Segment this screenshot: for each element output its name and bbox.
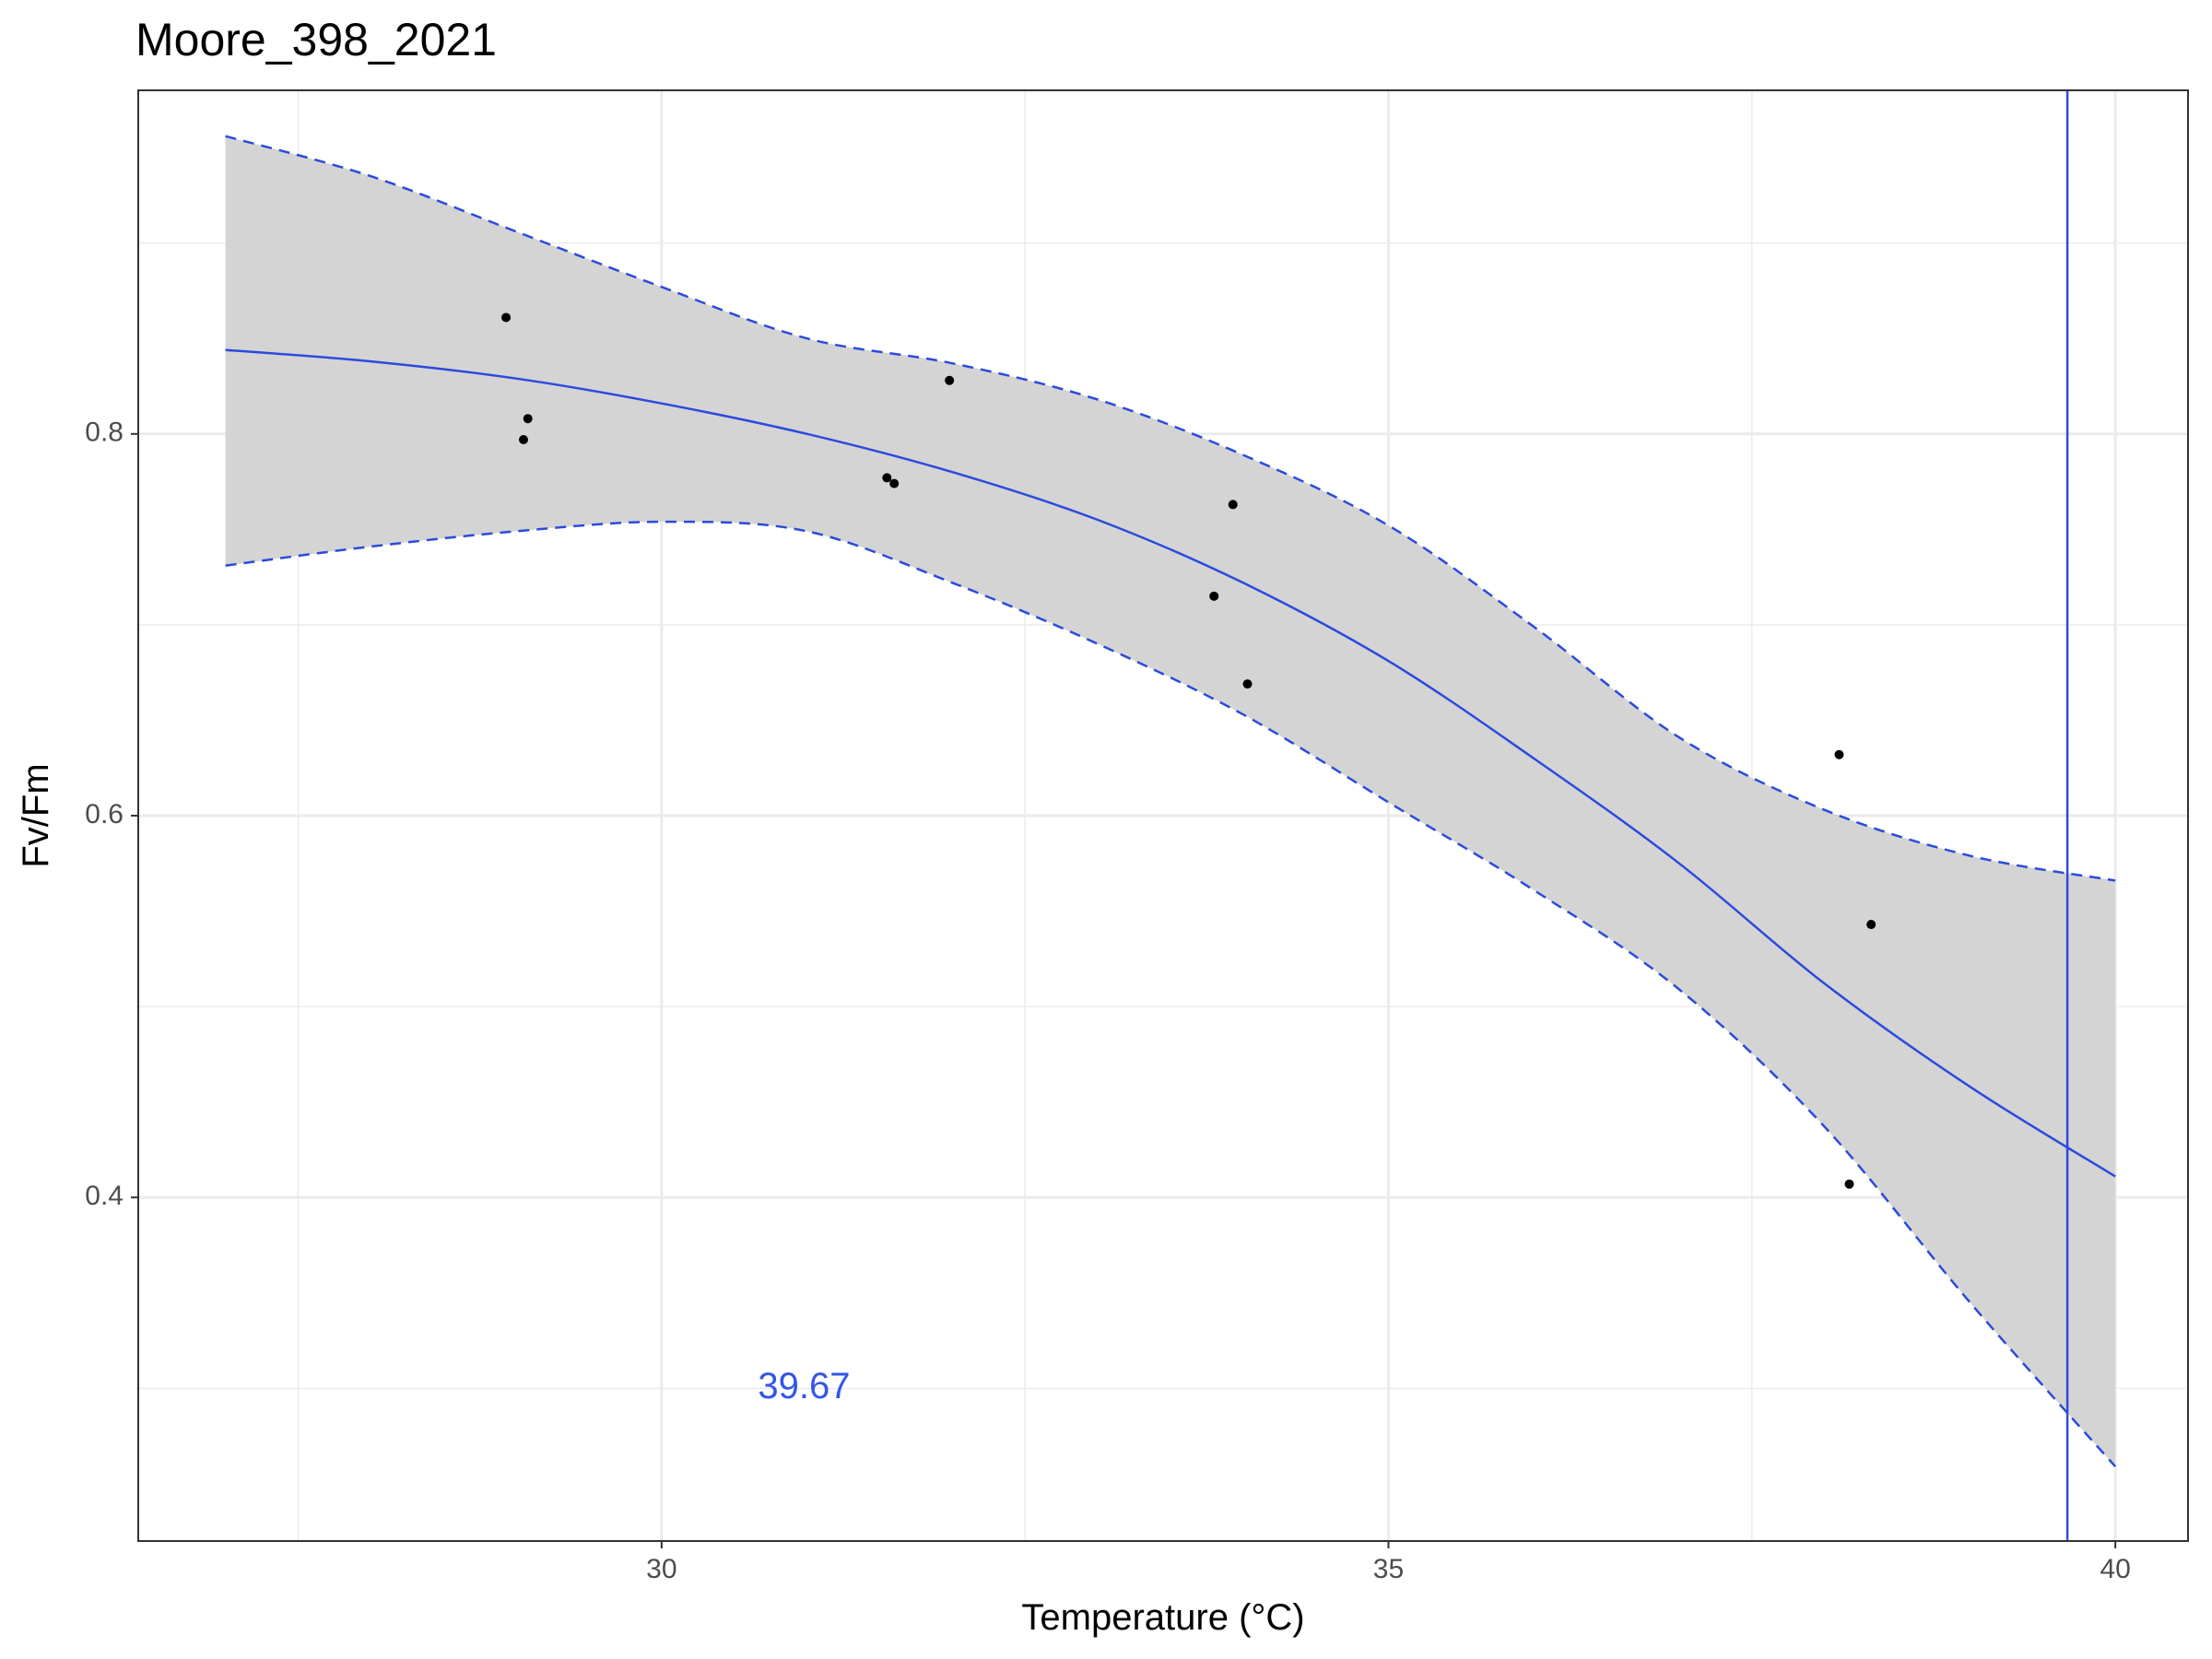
x-tick-label: 40 (2100, 1554, 2130, 1584)
y-axis-title: Fv/Fm (16, 763, 56, 867)
data-points (501, 312, 1877, 1189)
threshold-label: 39.67 (758, 1366, 850, 1406)
axes: 30 35 40 0.4 0.6 0.8 (85, 418, 2131, 1584)
y-tick-label: 0.8 (85, 418, 124, 448)
x-tick-label: 35 (1373, 1554, 1404, 1584)
fit-lines (225, 90, 2117, 1541)
confidence-band (225, 135, 2116, 1467)
confidence-ribbon (225, 135, 2116, 1467)
data-point (1866, 920, 1877, 930)
data-point (1834, 749, 1844, 759)
y-tick-label: 0.4 (85, 1181, 124, 1211)
annotations: 39.67 (758, 1366, 850, 1406)
data-point (889, 478, 900, 488)
chart-title: Moore_398_2021 (135, 14, 497, 65)
data-point (1844, 1179, 1854, 1189)
data-point (501, 312, 512, 323)
data-point (1228, 500, 1238, 510)
data-point (1209, 591, 1219, 601)
lower-bound-line (225, 520, 2117, 1468)
fit-line (225, 348, 2116, 1178)
data-point (882, 473, 892, 483)
data-point (523, 414, 533, 424)
data-point (1242, 679, 1253, 689)
data-point (518, 435, 528, 445)
x-axis-title: Temperature (°C) (1021, 1597, 1304, 1638)
data-point (945, 375, 955, 385)
y-tick-label: 0.6 (85, 799, 124, 830)
x-tick-label: 30 (646, 1554, 677, 1584)
upper-bound-line (225, 135, 2116, 882)
